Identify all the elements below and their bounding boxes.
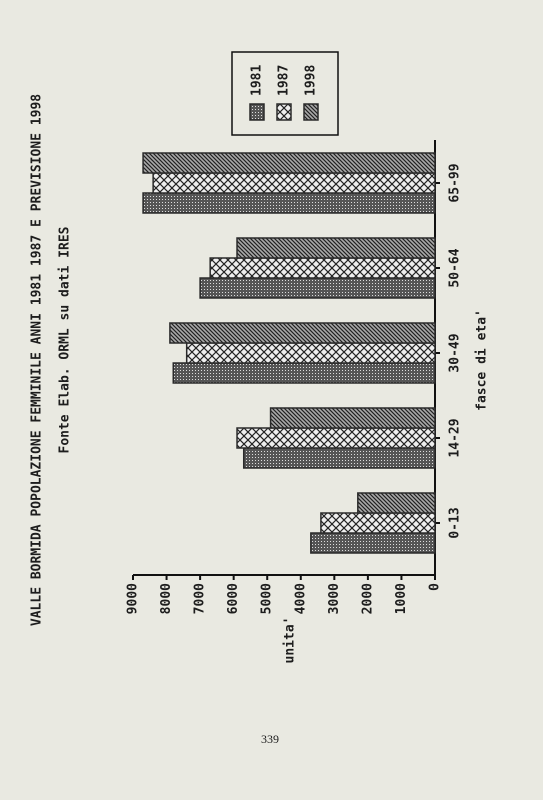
legend-label: 1987	[277, 65, 292, 96]
x-tick-label: 65-99	[448, 163, 463, 202]
legend-box	[231, 51, 339, 136]
legend-swatch	[303, 103, 319, 121]
y-tick-label: 8000	[159, 583, 174, 614]
chart: VALLE BORMIDA POPOLAZIONE FEMMINILE ANNI…	[30, 51, 490, 664]
bar	[310, 532, 436, 554]
bar	[169, 322, 436, 344]
bar	[152, 172, 436, 194]
y-tick-label: 1000	[394, 583, 409, 614]
y-tick-label: 7000	[193, 583, 208, 614]
bar	[142, 192, 436, 214]
bar	[242, 447, 436, 469]
y-tick-label: 5000	[260, 583, 275, 614]
bar	[142, 152, 436, 174]
y-tick-label: 4000	[293, 583, 308, 614]
y-axis-label: unita'	[283, 617, 298, 664]
y-tick-label: 2000	[360, 583, 375, 614]
legend-label: 1998	[304, 65, 319, 96]
legend-swatch	[249, 103, 265, 121]
bar	[320, 512, 436, 534]
bar	[236, 237, 436, 259]
chart-subtitle: Fonte Elab. ORML su dati IRES	[58, 226, 73, 453]
x-tick-label: 50-64	[448, 248, 463, 287]
bar	[357, 492, 436, 514]
bar	[236, 427, 436, 449]
page-number: 339	[261, 732, 279, 746]
bar	[172, 362, 436, 384]
y-tick-label: 0	[428, 583, 443, 591]
bar	[269, 407, 436, 429]
bar	[185, 342, 436, 364]
x-axis-label: fasce di eta'	[475, 309, 490, 411]
y-tick-label: 9000	[126, 583, 141, 614]
y-tick-label: 3000	[327, 583, 342, 614]
x-tick-label: 14-29	[448, 418, 463, 457]
x-tick-label: 30-49	[448, 333, 463, 372]
y-tick-label: 6000	[226, 583, 241, 614]
legend-label: 1981	[250, 65, 265, 96]
legend-swatch	[276, 103, 292, 121]
chart-title: VALLE BORMIDA POPOLAZIONE FEMMINILE ANNI…	[30, 94, 45, 626]
bar	[209, 257, 436, 279]
x-tick-label: 0-13	[448, 507, 463, 538]
bar	[199, 277, 436, 299]
